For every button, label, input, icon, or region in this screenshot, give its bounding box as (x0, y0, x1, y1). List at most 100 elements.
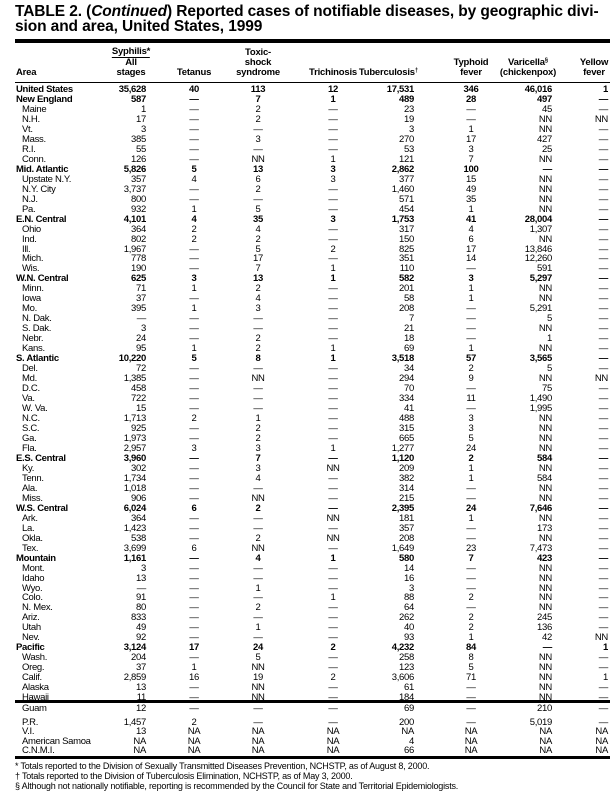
table-row: Md. 1,385 — NN — 294 9 NN NN (0, 374, 615, 384)
cell-typhoid: 17 (466, 243, 476, 255)
table-header: Area Syphilis* All stages Tetanus Toxic-… (0, 46, 615, 78)
cell-varicella: NN (538, 672, 552, 684)
table-row: V.I. 13 NA NA NA NA NA NA NA (0, 727, 615, 737)
cell-toxic-shock: 2 (255, 233, 261, 245)
cell-syphilis: — (136, 313, 147, 325)
cell-trichinosis: — (328, 482, 338, 494)
cell-yellow-fever: — (598, 422, 609, 434)
cell-tuberculosis: 580 (399, 552, 414, 564)
cell-typhoid: 1 (468, 203, 474, 215)
cell-yellow-fever: — (598, 472, 609, 484)
cell-toxic-shock: — (253, 612, 263, 624)
cell-tuberculosis: 3,518 (391, 353, 415, 365)
cell-varicella: 7,473 (529, 542, 553, 554)
cell-varicella: NN (538, 442, 552, 454)
table-row: Hawaii 11 — NN — 184 — NN — (0, 693, 615, 703)
cell-tuberculosis: 64 (404, 602, 414, 614)
cell-toxic-shock: — (253, 632, 263, 644)
cell-toxic-shock: — (253, 512, 263, 524)
cell-trichinosis: — (328, 602, 338, 614)
cell-typhoid: 7 (468, 552, 474, 564)
cell-yellow-fever: — (598, 612, 609, 624)
cell-syphilis: 13 (136, 726, 146, 737)
table-row: Wis. 190 — 7 1 110 — 591 — (0, 264, 615, 274)
cell-tetanus: — (189, 363, 199, 375)
cell-tetanus: — (189, 652, 199, 664)
header-tuberculosis: Tuberculosis† (359, 68, 418, 78)
cell-tuberculosis: 181 (399, 512, 414, 524)
cell-yellow-fever: — (598, 313, 609, 325)
cell-tetanus: — (189, 313, 199, 325)
cell-tuberculosis: 184 (399, 692, 414, 704)
area-name: La. (22, 522, 35, 534)
cell-tetanus: — (189, 703, 199, 714)
cell-syphilis: NA (133, 736, 146, 747)
cell-tuberculosis: 123 (399, 662, 414, 674)
table-row: Ala. 1,018 — — — 314 — NN — (0, 482, 615, 494)
area-name: S.C. (22, 422, 40, 434)
cell-typhoid: — (466, 263, 476, 275)
cell-typhoid: 49 (466, 183, 476, 195)
cell-tuberculosis: 315 (399, 422, 414, 434)
cell-tetanus: — (189, 143, 199, 155)
cell-yellow-fever: — (598, 343, 609, 355)
area-name: E.S. Central (16, 452, 66, 464)
table-row: D.C. 458 — — — 70 — 75 — (0, 384, 615, 394)
cell-trichinosis: — (328, 223, 338, 235)
top-rule (15, 39, 610, 43)
cell-varicella: NN (538, 283, 552, 295)
table-row: Wyo. — — 1 — 3 — NN — (0, 582, 615, 594)
cell-toxic-shock: 4 (255, 293, 261, 305)
cell-typhoid: NA (464, 745, 478, 756)
area-name: Wyo. (22, 582, 43, 594)
cell-trichinosis: — (328, 113, 338, 125)
cell-syphilis: 37 (136, 662, 146, 674)
cell-trichinosis: — (328, 413, 338, 424)
table-row: W. Va. 15 — — — 41 — 1,995 — (0, 404, 615, 414)
cell-tetanus: 5 (191, 163, 197, 175)
cell-toxic-shock: — (253, 572, 263, 584)
cell-yellow-fever: — (598, 522, 609, 534)
cell-tetanus: NA (187, 745, 201, 756)
area-name: D.C. (22, 383, 40, 395)
cell-tuberculosis: 208 (399, 532, 414, 544)
table-row: Upstate N.Y. 357 4 6 3 377 15 NN — (0, 173, 615, 185)
cell-tuberculosis: 2,395 (391, 502, 415, 514)
cell-toxic-shock: — (253, 592, 263, 604)
cell-typhoid: 100 (463, 163, 479, 175)
area-name: R.I. (22, 143, 36, 155)
table-row: Miss. 906 — NN — 215 — NN — (0, 492, 615, 504)
cell-typhoid: — (466, 113, 476, 125)
cell-typhoid: — (466, 313, 476, 325)
cell-tetanus: — (189, 263, 199, 275)
cell-tetanus: — (189, 682, 199, 694)
area-name: Va. (22, 393, 35, 405)
table-row: N.J. 800 — — — 571 35 NN — (0, 193, 615, 205)
cell-toxic-shock: — (253, 193, 263, 205)
cell-toxic-shock: 6 (255, 173, 261, 185)
cell-typhoid: 1 (468, 123, 474, 135)
cell-varicella: 584 (537, 472, 552, 484)
cell-varicella: 427 (537, 133, 552, 145)
cell-syphilis: 55 (136, 143, 146, 155)
cell-trichinosis: — (328, 333, 338, 345)
cell-trichinosis: — (328, 303, 338, 315)
cell-yellow-fever: — (598, 213, 609, 225)
cell-tetanus: — (189, 492, 199, 504)
cell-tuberculosis: 14 (404, 562, 414, 574)
table-row: Vt. 3 — — — 3 1 NN — (0, 123, 615, 135)
cell-tuberculosis: 665 (399, 432, 414, 444)
cell-tuberculosis: 270 (399, 133, 414, 145)
cell-trichinosis: — (328, 612, 338, 624)
cell-trichinosis: — (328, 472, 338, 484)
cell-varicella: — (542, 163, 553, 175)
table-row: Va. 722 — — — 334 11 1,490 — (0, 394, 615, 404)
area-name: Ariz. (22, 612, 40, 624)
cell-syphilis: 3 (141, 123, 146, 135)
area-name: Wash. (22, 652, 48, 664)
cell-tuberculosis: 334 (399, 393, 414, 405)
cell-typhoid: 28 (466, 93, 476, 105)
cell-tetanus: — (189, 522, 199, 534)
cell-trichinosis: — (328, 652, 338, 664)
area-name: New England (16, 93, 73, 105)
